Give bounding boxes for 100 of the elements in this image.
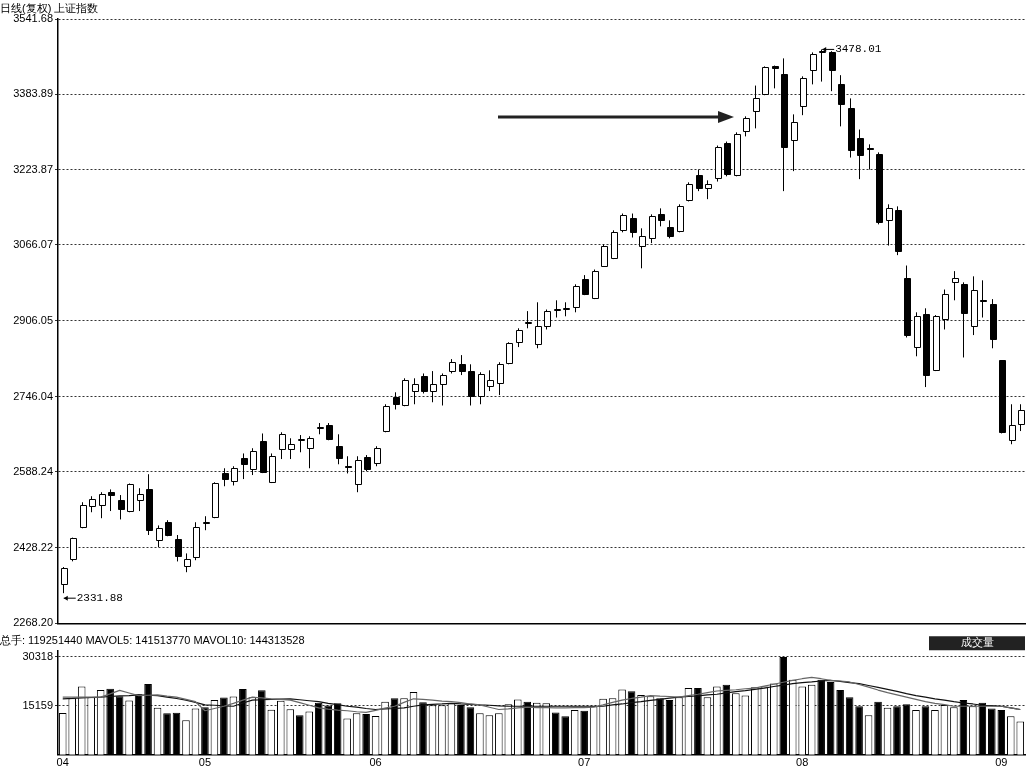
y-tick-label: 2588.24 xyxy=(13,464,53,477)
candlestick xyxy=(175,534,182,562)
candlestick xyxy=(753,85,760,129)
chart-title: 日线(复权) 上证指数 xyxy=(0,1,99,14)
x-tick-label: 04 xyxy=(56,756,69,769)
x-tick-label: 09 xyxy=(995,756,1008,769)
annotation: 3478.01 xyxy=(835,43,882,56)
candlestick xyxy=(620,213,627,233)
candlestick xyxy=(421,372,428,394)
candlestick xyxy=(573,283,580,313)
candlestick xyxy=(999,359,1006,434)
y-tick-label: 2746.04 xyxy=(13,389,53,402)
candlestick xyxy=(554,299,561,319)
candlestick xyxy=(952,270,959,301)
candlestick xyxy=(146,473,153,536)
candlestick xyxy=(402,377,409,407)
candlestick xyxy=(516,327,523,348)
candlestick xyxy=(933,314,940,372)
candlestick xyxy=(582,274,589,296)
candlestick xyxy=(639,227,646,269)
y-tick-label: 2906.05 xyxy=(13,313,53,326)
candlestick xyxy=(127,482,134,513)
candlestick xyxy=(108,488,115,512)
candlestick xyxy=(611,229,618,260)
candlestick xyxy=(544,309,551,330)
candlestick xyxy=(990,298,997,349)
candlestick xyxy=(99,491,106,519)
candlestick xyxy=(677,203,684,233)
x-tick-label: 08 xyxy=(796,756,809,769)
y-tick-label: 3541.68 xyxy=(13,12,53,25)
candlestick xyxy=(355,455,362,493)
candlestick xyxy=(1018,403,1025,432)
candlestick xyxy=(137,487,144,512)
x-tick-label: 07 xyxy=(578,756,591,769)
candlestick xyxy=(961,281,968,358)
candlestick xyxy=(497,361,504,396)
y-tick-label: 3223.87 xyxy=(13,163,53,176)
candlestick xyxy=(886,203,893,247)
candlestick xyxy=(857,129,864,180)
candlestick xyxy=(1009,403,1016,445)
candlestick xyxy=(904,265,911,338)
candlestick xyxy=(876,151,883,225)
candlestick xyxy=(895,205,902,256)
candlestick xyxy=(649,213,656,244)
candlestick xyxy=(412,377,419,405)
candlestick xyxy=(838,74,845,127)
y-tick-label: 15159 xyxy=(22,698,53,711)
text: 成交量 xyxy=(960,636,994,649)
candlestick xyxy=(212,481,219,519)
candlestick xyxy=(80,501,87,529)
candlestick xyxy=(800,75,807,116)
candlestick xyxy=(430,370,437,403)
candlestick xyxy=(279,431,286,460)
candlestick xyxy=(241,452,248,480)
candlestick xyxy=(193,521,200,561)
candlestick xyxy=(705,179,712,200)
candlestick xyxy=(260,432,267,474)
candlestick xyxy=(506,341,513,365)
candlestick xyxy=(184,552,191,573)
y-tick-label: 30318 xyxy=(22,649,53,662)
candlestick xyxy=(762,65,769,96)
candlestick xyxy=(971,275,978,336)
candlestick xyxy=(696,169,703,192)
x-tick-label: 05 xyxy=(198,756,212,769)
candlestick xyxy=(630,213,637,239)
candlestick xyxy=(923,307,930,388)
candlestick xyxy=(535,301,542,349)
candlestick xyxy=(791,113,798,172)
annotation: 2331.88 xyxy=(76,592,123,605)
candlestick xyxy=(867,143,874,171)
y-tick-label: 2428.22 xyxy=(13,540,53,553)
candlestick xyxy=(942,289,949,330)
candlestick xyxy=(810,51,817,85)
candlestick xyxy=(374,445,381,467)
candlestick xyxy=(734,131,741,177)
candlestick xyxy=(156,524,163,548)
candlestick xyxy=(601,243,608,267)
candlestick xyxy=(487,369,494,392)
candlestick xyxy=(269,452,276,484)
candlestick xyxy=(829,50,836,92)
candlestick xyxy=(288,437,295,460)
candlestick xyxy=(70,537,77,562)
candlestick xyxy=(478,371,485,405)
candlestick xyxy=(772,65,779,89)
y-tick-label: 3066.07 xyxy=(13,237,53,250)
candlestick xyxy=(743,115,750,137)
candlestick xyxy=(592,269,599,300)
candlestick xyxy=(686,181,693,202)
candlestick xyxy=(980,279,987,319)
candlestick xyxy=(459,354,466,376)
candlestick xyxy=(848,97,855,159)
candlestick xyxy=(231,465,238,486)
candlestick xyxy=(914,311,921,357)
y-tick-label: 3383.89 xyxy=(13,87,53,100)
chart-title: 总手: 119251440 MAVOL5: 141513770 MAVOL10: 144313528 xyxy=(0,633,305,646)
candlestick xyxy=(61,566,68,594)
candlestick xyxy=(250,447,257,476)
candlestick xyxy=(336,433,343,465)
candlestick xyxy=(468,363,475,406)
y-tick-label: 2268.20 xyxy=(13,616,53,629)
